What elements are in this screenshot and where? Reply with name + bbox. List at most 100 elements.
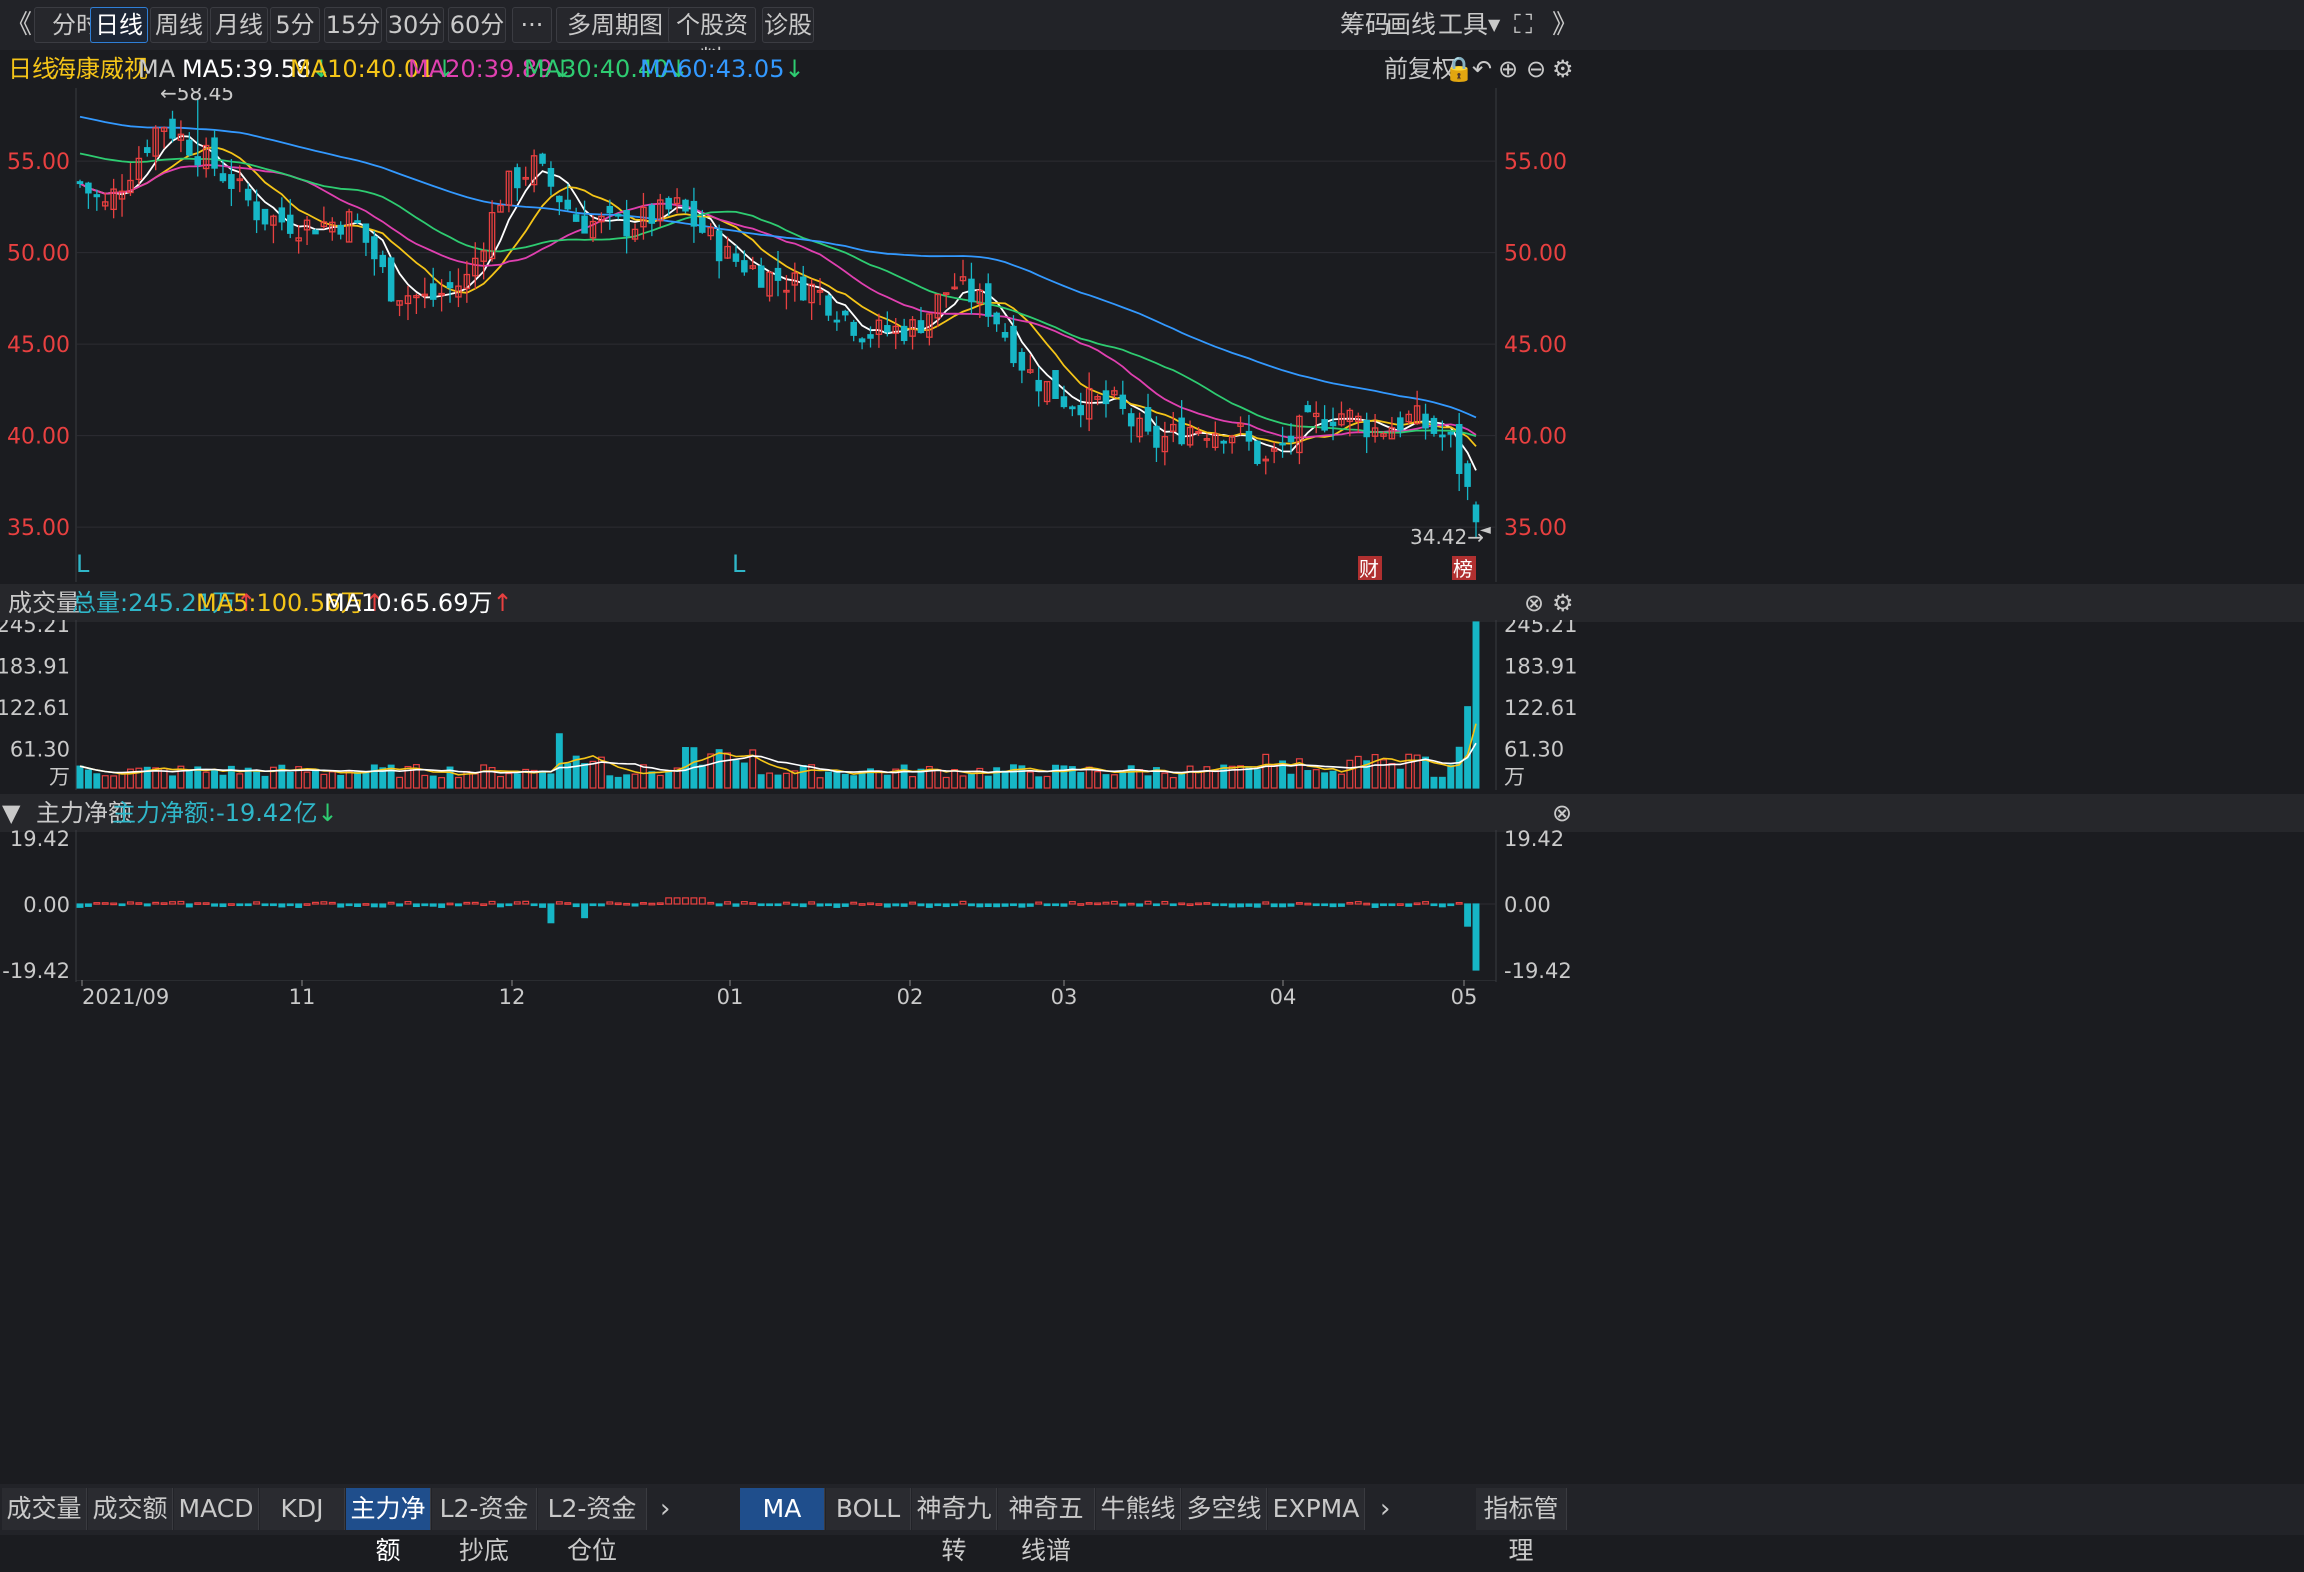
lock-icon[interactable]: 🔒 bbox=[1444, 55, 1474, 83]
ma60-text: MA60:43.05 bbox=[640, 55, 785, 83]
flow-bar bbox=[1430, 903, 1438, 907]
candle-body bbox=[1052, 370, 1059, 399]
indicator-name[interactable]: MA bbox=[138, 55, 176, 83]
flow-title[interactable]: 主力净额 bbox=[36, 799, 132, 827]
multi-period-dropdown[interactable]: 多周期图▼ bbox=[556, 7, 672, 71]
candle-body bbox=[917, 320, 925, 334]
tab-ma[interactable]: MA bbox=[740, 1488, 825, 1530]
volume-title[interactable]: 成交量 bbox=[8, 589, 80, 617]
flow-bar bbox=[169, 901, 176, 905]
collapse-right-icon[interactable]: 》 bbox=[1552, 10, 1579, 40]
volume-bar bbox=[152, 767, 160, 789]
fullscreen-icon[interactable]: ⛶ bbox=[1514, 10, 1533, 40]
zoom-out-icon[interactable]: ⊖ bbox=[1526, 55, 1547, 83]
flow-bar bbox=[606, 901, 614, 905]
settings-gear-icon[interactable]: ⚙ bbox=[1552, 55, 1574, 83]
price-chart[interactable]: 55.00 55.00 50.00 50.00 45.00 45.00 40.00 40.00… bbox=[0, 88, 2304, 582]
ma60-value: MA60:43.05↓ bbox=[640, 50, 805, 88]
draw-line-button[interactable]: 画线 bbox=[1386, 10, 1437, 39]
candle-body bbox=[1035, 379, 1042, 392]
candle-body bbox=[657, 199, 664, 222]
candle-body bbox=[1439, 434, 1446, 438]
period-tab-60min[interactable]: 60分 bbox=[448, 7, 506, 43]
tab-boll[interactable]: BOLL bbox=[826, 1488, 911, 1530]
tools-button[interactable]: 工具 bbox=[1438, 10, 1489, 39]
flow-bar bbox=[513, 901, 521, 905]
candle-body bbox=[463, 273, 471, 290]
flow-bar bbox=[1464, 903, 1472, 927]
close-panel-icon[interactable]: ⊗ bbox=[1524, 589, 1545, 617]
flow-value-text: 主力净额:-19.42亿 bbox=[112, 799, 318, 827]
adjust-mode[interactable]: 前复权 bbox=[1384, 55, 1456, 83]
volume-chart[interactable]: 245.21 245.21 183.91 183.91 122.61 122.61 61.3… bbox=[0, 620, 2304, 790]
settings-gear-icon[interactable]: ⚙ bbox=[1552, 589, 1574, 617]
volume-bar bbox=[1388, 762, 1396, 789]
volume-bar bbox=[572, 755, 580, 789]
zoom-in-icon[interactable]: ⊕ bbox=[1498, 55, 1519, 83]
flow-bar bbox=[993, 903, 1001, 908]
collapse-panel-icon[interactable]: ▼ bbox=[2, 799, 21, 827]
stock-info-button[interactable]: 个股资料 bbox=[668, 7, 756, 73]
period-tab-30min[interactable]: 30分 bbox=[386, 7, 444, 43]
volume-bar bbox=[429, 775, 437, 789]
flow-bar bbox=[505, 903, 513, 907]
flow-bar bbox=[597, 903, 605, 907]
tab-turnover[interactable]: 成交额 bbox=[88, 1488, 173, 1530]
tab-expma[interactable]: EXPMA bbox=[1268, 1488, 1365, 1530]
period-tab-5min[interactable]: 5分 bbox=[270, 7, 320, 43]
candle-body bbox=[1329, 421, 1337, 427]
volume-bar bbox=[1010, 764, 1017, 789]
tab-nine-turn[interactable]: 神奇九转 bbox=[912, 1488, 997, 1565]
stock-name[interactable]: 海康威视 bbox=[52, 55, 148, 83]
volume-bar bbox=[867, 768, 874, 789]
chips-button[interactable]: 筹码 bbox=[1340, 10, 1391, 39]
tab-bull-bear[interactable]: 牛熊线 bbox=[1096, 1488, 1181, 1530]
candle-body bbox=[749, 265, 757, 269]
candle-body bbox=[85, 182, 92, 194]
candle-body bbox=[1405, 413, 1412, 423]
index-manage-button[interactable]: 指标管理 bbox=[1476, 1488, 1567, 1565]
tab-macd[interactable]: MACD bbox=[174, 1488, 259, 1530]
period-tab-day[interactable]: 日线 bbox=[90, 7, 148, 43]
period-tab-week[interactable]: 周线 bbox=[150, 7, 208, 43]
tab-volume[interactable]: 成交量 bbox=[2, 1488, 87, 1530]
tab-main-flow[interactable]: 主力净额 bbox=[346, 1488, 431, 1565]
flow-tick-right: -19.42 bbox=[1504, 959, 1572, 982]
chevron-right-icon[interactable]: › bbox=[1380, 1494, 1391, 1524]
flow-bar bbox=[219, 903, 227, 908]
close-panel-icon[interactable]: ⊗ bbox=[1552, 799, 1573, 827]
flow-bar bbox=[757, 903, 765, 907]
volume-bar bbox=[1068, 766, 1076, 789]
volume-bar bbox=[488, 767, 496, 789]
candle-body bbox=[648, 204, 656, 224]
candle-body bbox=[993, 312, 1000, 325]
collapse-left-icon[interactable]: 《 bbox=[6, 10, 33, 40]
more-periods-button[interactable]: ··· bbox=[512, 7, 552, 43]
rank-badge[interactable] bbox=[1452, 556, 1476, 580]
volume-bar bbox=[648, 771, 656, 789]
flow-bar bbox=[1346, 901, 1354, 905]
tab-five-lines[interactable]: 神奇五线谱 bbox=[998, 1488, 1095, 1565]
diagnose-button[interactable]: 诊股 bbox=[762, 7, 814, 43]
price-tick-right: 55.00 bbox=[1504, 150, 1567, 175]
volume-bar bbox=[1262, 753, 1270, 789]
flow-bar bbox=[614, 902, 622, 906]
volume-bar bbox=[1152, 767, 1160, 789]
flow-bar bbox=[93, 902, 101, 905]
period-tab-15min[interactable]: 15分 bbox=[324, 7, 382, 43]
main-flow-chart[interactable]: 19.42 19.42 0.00 0.00 -19.42 -19.42 bbox=[0, 830, 2304, 982]
candle-body bbox=[1069, 406, 1076, 410]
finance-badge[interactable] bbox=[1358, 556, 1382, 580]
candle-body bbox=[522, 176, 529, 180]
chevron-down-icon[interactable]: ▼ bbox=[1488, 15, 1501, 34]
tab-l2-bottom[interactable]: L2-资金抄底 bbox=[432, 1488, 537, 1565]
volume-bar bbox=[589, 760, 597, 789]
period-tab-month[interactable]: 月线 bbox=[210, 7, 268, 43]
tab-l2-position[interactable]: L2-资金仓位 bbox=[538, 1488, 647, 1565]
volume-bar bbox=[959, 775, 967, 789]
chevron-right-icon[interactable]: › bbox=[660, 1494, 671, 1524]
tab-kdj[interactable]: KDJ bbox=[260, 1488, 345, 1530]
undo-icon[interactable]: ↶ bbox=[1472, 55, 1493, 83]
volume-bar bbox=[143, 766, 151, 789]
tab-long-short[interactable]: 多空线 bbox=[1182, 1488, 1267, 1530]
